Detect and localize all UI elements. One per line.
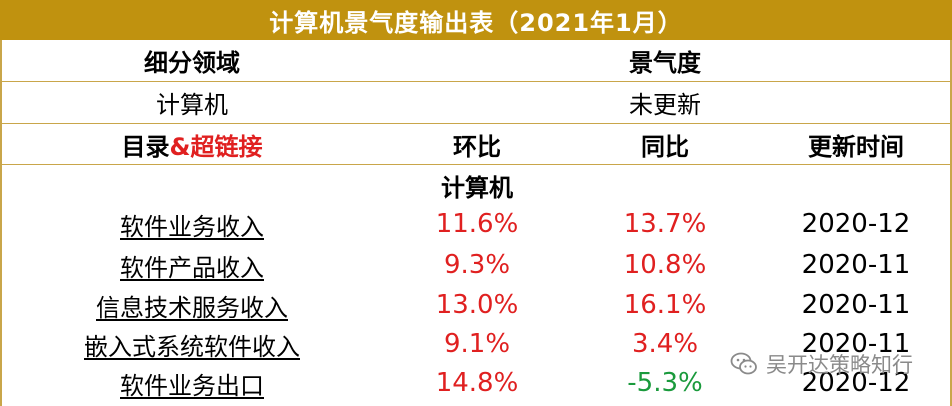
- yoy-value: 16.1%: [623, 290, 707, 320]
- yoy-value: -5.3%: [627, 368, 703, 398]
- col-header-catalog: 目录 &超链接: [0, 124, 384, 164]
- update-date: 2020-11: [801, 329, 911, 359]
- table-row: 软件业务出口 14.8% -5.3% 2020-12: [0, 362, 952, 404]
- table-title: 计算机景气度输出表（2021年1月）: [269, 8, 683, 37]
- table-row: 嵌入式系统软件收入 9.1% 3.4% 2020-11: [0, 323, 952, 365]
- group-row: 计算机: [0, 165, 952, 205]
- yoy-value: 3.4%: [631, 329, 699, 359]
- mom-value: 14.8%: [435, 368, 519, 398]
- divider: [0, 81, 952, 82]
- divider: [0, 123, 952, 124]
- watermark-text: 吴开达策略知行: [766, 353, 913, 377]
- update-date: 2020-12: [801, 368, 911, 398]
- mom-value: 9.1%: [443, 329, 511, 359]
- row-link-software-product-revenue[interactable]: 软件产品收入: [120, 253, 264, 282]
- section-header-row: 细分领域 景气度: [0, 40, 952, 81]
- col-header-hyperlink-text: &超链接: [169, 132, 263, 161]
- table-header-row: 目录 &超链接 环比 同比 更新时间: [0, 124, 952, 164]
- wechat-icon: [730, 352, 757, 375]
- table-right-border: [950, 0, 952, 406]
- col-header-mom: 环比: [453, 132, 501, 161]
- col-header-yoy: 同比: [641, 132, 689, 161]
- mom-value: 9.3%: [443, 250, 511, 280]
- row-link-embedded-software-revenue[interactable]: 嵌入式系统软件收入: [84, 332, 300, 361]
- col-header-catalog-text: 目录: [121, 132, 170, 161]
- update-date: 2020-11: [801, 250, 911, 280]
- col-header-update-time: 更新时间: [808, 132, 904, 161]
- table-row: 软件业务收入 11.6% 13.7% 2020-12: [0, 203, 952, 245]
- update-date: 2020-11: [801, 290, 911, 320]
- title-band: 计算机景气度输出表（2021年1月）: [0, 0, 952, 40]
- section-label: 计算机: [156, 91, 228, 119]
- divider: [0, 164, 952, 165]
- section-value: 未更新: [629, 91, 701, 119]
- row-link-it-service-revenue[interactable]: 信息技术服务收入: [96, 293, 288, 322]
- section-label-header: 细分领域: [144, 49, 240, 77]
- yoy-value: 10.8%: [623, 250, 707, 280]
- mom-value: 13.0%: [435, 290, 519, 320]
- section-value-header: 景气度: [629, 49, 701, 77]
- table-row: 软件产品收入 9.3% 10.8% 2020-11: [0, 244, 952, 286]
- row-link-software-export[interactable]: 软件业务出口: [120, 371, 264, 400]
- yoy-value: 13.7%: [623, 209, 707, 239]
- group-label: 计算机: [441, 173, 513, 202]
- row-link-software-business-revenue[interactable]: 软件业务收入: [120, 212, 264, 241]
- mom-value: 11.6%: [435, 209, 519, 239]
- update-date: 2020-12: [801, 209, 911, 239]
- watermark: 吴开达策略知行: [730, 349, 913, 379]
- table-row: 信息技术服务收入 13.0% 16.1% 2020-11: [0, 284, 952, 326]
- table-left-border: [0, 0, 2, 406]
- section-row: 计算机 未更新: [0, 82, 952, 123]
